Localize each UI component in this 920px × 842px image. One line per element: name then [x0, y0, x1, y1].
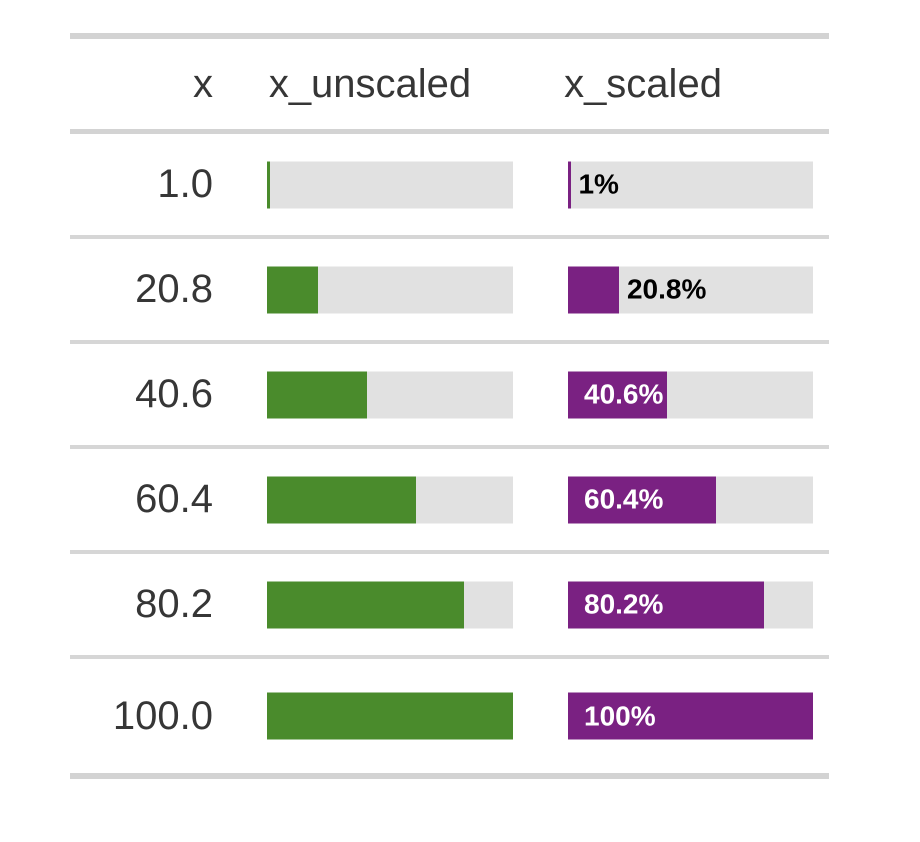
scaled-bar-fill	[568, 371, 668, 418]
unscaled-bar-track	[267, 371, 513, 418]
unscaled-bar-fill	[267, 692, 513, 740]
table-body: 1.0 1% 20.8 20.8% 40.6 40.6% 60.4	[70, 134, 829, 773]
scaled-bar-label: 20.8%	[626, 273, 707, 305]
x-value: 20.8	[135, 267, 213, 311]
scaled-bar-track: 20.8%	[568, 266, 813, 313]
scaled-bar-label: 60.4%	[584, 483, 664, 515]
scaled-bar-track: 40.6%	[568, 371, 813, 418]
table-row: 1.0 1%	[70, 134, 829, 239]
column-header-x-scaled: x_scaled	[564, 61, 722, 106]
table-row: 40.6 40.6%	[70, 344, 829, 449]
scaled-bar-label: 80.2%	[584, 588, 664, 620]
scaled-bar-label: 100%	[584, 700, 656, 731]
scaled-bar-label: 1%	[578, 168, 619, 200]
table-row: 80.2 80.2%	[70, 554, 829, 659]
table-row: 20.8 20.8%	[70, 239, 829, 344]
unscaled-bar-fill	[267, 476, 416, 523]
scaled-bar-fill	[568, 266, 619, 313]
column-header-x: x	[193, 61, 213, 106]
unscaled-bar-fill	[267, 371, 367, 418]
unscaled-bar-fill	[267, 266, 319, 313]
scaled-bar-track: 80.2%	[568, 581, 813, 628]
x-value: 1.0	[157, 162, 213, 206]
x-value: 100.0	[112, 693, 213, 738]
unscaled-bar-fill	[267, 581, 465, 628]
x-value: 40.6	[135, 372, 213, 416]
unscaled-bar-track	[267, 476, 513, 523]
scaled-bar-track: 100%	[568, 692, 813, 740]
table-row: 100.0 100%	[70, 659, 829, 773]
unscaled-bar-track	[267, 266, 513, 313]
scaled-bar-fill	[568, 476, 716, 523]
scaled-bar-track: 1%	[568, 161, 813, 208]
table-header: x x_unscaled x_scaled	[70, 39, 829, 134]
x-value: 80.2	[135, 582, 213, 626]
unscaled-bar-fill	[267, 161, 270, 208]
table-row: 60.4 60.4%	[70, 449, 829, 554]
gt-table: x x_unscaled x_scaled 1.0 1% 20.8 20.8% …	[70, 33, 829, 779]
scaled-bar-fill	[568, 692, 813, 740]
column-header-x-unscaled: x_unscaled	[268, 61, 472, 106]
scaled-bar-label: 40.6%	[584, 378, 664, 410]
scaled-bar-fill	[568, 581, 765, 628]
x-value: 60.4	[135, 477, 213, 521]
unscaled-bar-track	[267, 692, 513, 740]
scaled-bar-fill	[568, 161, 571, 208]
scaled-bar-track: 60.4%	[568, 476, 813, 523]
unscaled-bar-track	[267, 161, 513, 208]
unscaled-bar-track	[267, 581, 513, 628]
